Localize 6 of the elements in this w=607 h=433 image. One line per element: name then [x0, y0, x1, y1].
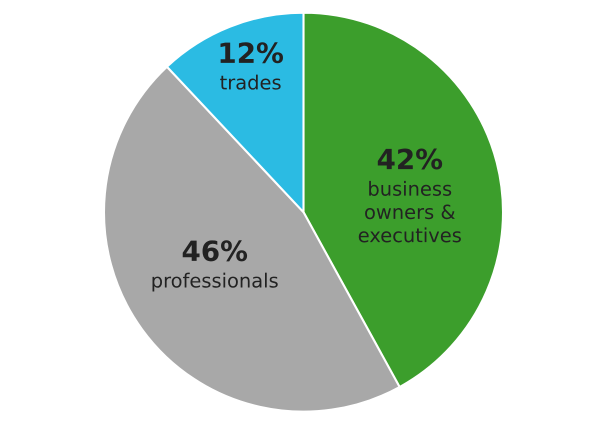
data-label: 46%: [182, 240, 248, 262]
slice-label: trades: [220, 74, 281, 90]
slice-label: professionals: [152, 272, 278, 292]
data-label: 12%: [220, 42, 283, 64]
data-label: 42%: [378, 148, 442, 170]
slice-label: business owners & executives: [358, 180, 461, 242]
